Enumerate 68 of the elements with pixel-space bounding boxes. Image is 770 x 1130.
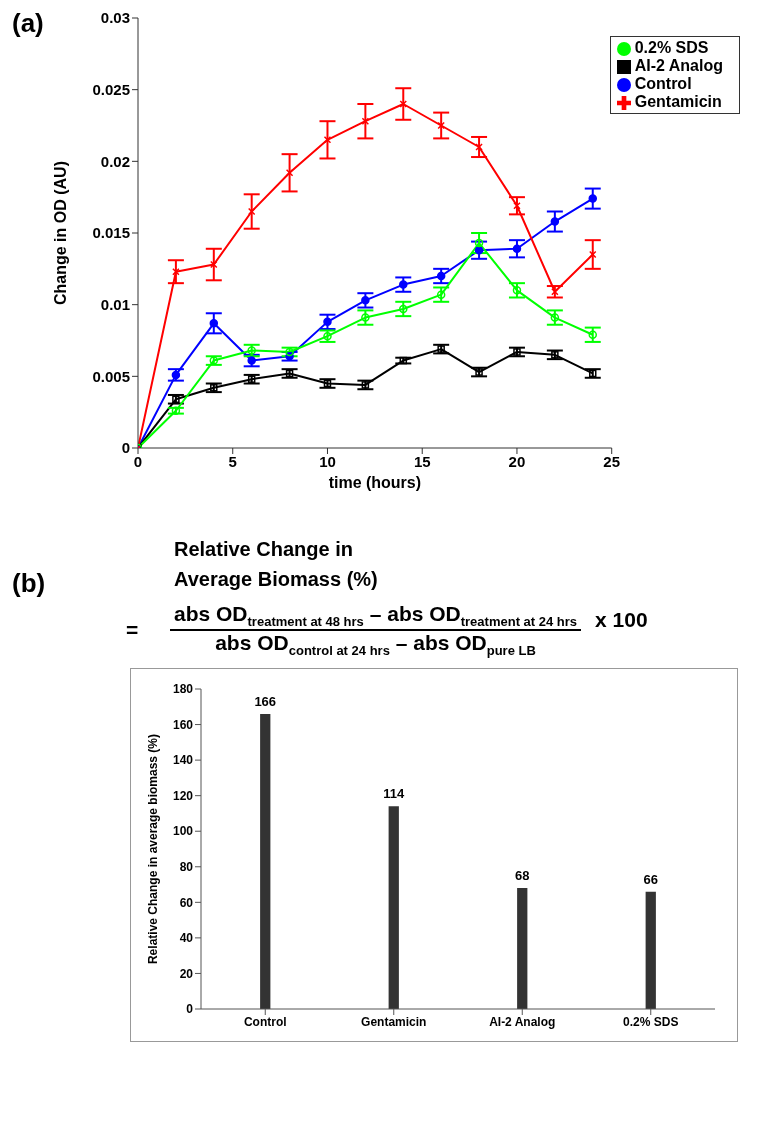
data-label: 68 [515,868,530,884]
text: x 100 [595,608,648,633]
y-tick-label: 20 [179,967,194,982]
point [399,304,408,314]
bar [517,888,528,1010]
text: = [126,618,140,643]
bar [260,714,271,1010]
data-label: 114 [383,786,405,802]
y-tick-label: 40 [179,931,194,946]
point [361,313,370,322]
point [436,271,446,281]
y-tick-label: 80 [179,860,194,875]
x-axis-title: time (hours) [328,474,422,491]
x-tick-label: Gentamicin [361,1014,427,1029]
y-tick-label: 0.025 [92,80,130,98]
x-tick-label: AI-2 Analog [489,1014,556,1029]
data-label: 66 [643,872,658,888]
point [550,313,560,322]
y-tick-label: 0.01 [100,295,130,313]
y-tick-label: 180 [172,682,194,697]
y-tick-label: 100 [172,824,194,839]
bar [388,806,399,1010]
point [171,406,181,415]
point [512,286,522,295]
y-tick-label: 60 [179,895,194,910]
text: abs OD$_{treatment at 48 hrs}$ – abs OD$_{treatment at 24 hrs}$ [174,602,578,630]
x-tick-label: 20 [508,452,526,470]
x-tick-label: Control [243,1014,287,1029]
point [361,296,370,305]
data-label: 166 [254,694,277,710]
y-tick-label: 0 [121,439,130,457]
y-tick-label: 140 [172,753,194,768]
x-tick-label: 15 [413,452,431,470]
chart-subtitle: Relative Change in Average Biomass (%) [174,537,379,592]
text: abs OD$_{control at 24 hrs}$ – abs OD$_{pure LB}$ [215,631,536,659]
legend-label: AI-2 Analog [634,57,723,74]
y-tick-label: 0.03 [100,9,130,27]
point [474,238,484,248]
chart-title: (a) [12,8,44,39]
y-tick-label: 0 [186,1002,194,1017]
point [588,330,598,340]
x-tick-label: 0.2% SDS [623,1014,679,1029]
y-tick-label: 0.02 [100,152,130,170]
y-axis-title: Relative Change in average biomass (%) [146,734,161,965]
chart-title: (b) [12,568,46,599]
x-tick-label: 25 [603,452,621,470]
legend-label: Control [634,75,692,92]
point [550,217,560,226]
y-tick-label: 0.005 [92,367,130,385]
point [171,370,181,380]
x-tick-label: 5 [228,452,237,470]
x-tick-label: 10 [319,452,336,470]
point [474,245,484,255]
point [209,319,219,328]
y-axis-title: Change in OD (AU) [51,161,69,305]
point [323,317,332,327]
point [209,356,219,365]
y-tick-label: 120 [172,789,194,804]
point [512,244,522,254]
legend-label: Gentamicin [634,93,722,110]
point [588,194,598,203]
x-tick-label: 0 [133,452,143,470]
bar [645,892,656,1010]
legend-label: 0.2% SDS [634,39,709,56]
y-tick-label: 160 [172,718,194,733]
point [436,290,446,299]
y-tick-label: 0.015 [92,224,130,242]
point [399,280,408,289]
